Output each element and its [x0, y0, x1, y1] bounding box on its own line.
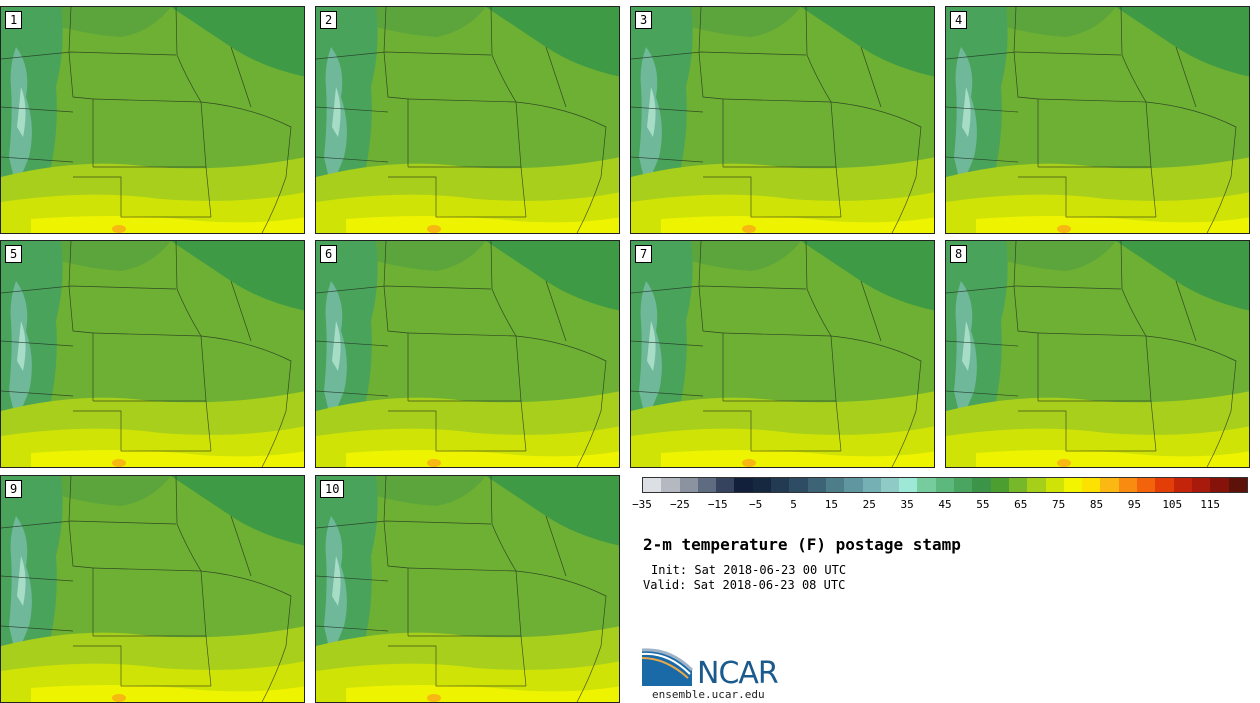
colorbar-swatch — [1191, 478, 1211, 492]
member-label: 4 — [950, 11, 968, 29]
member-label: 8 — [950, 245, 968, 263]
colorbar-tick-label: 75 — [1052, 498, 1066, 511]
member-label: 1 — [5, 11, 23, 29]
member-label: 10 — [320, 480, 345, 498]
valid-time: Valid: Sat 2018-06-23 08 UTC — [643, 578, 846, 592]
colorbar-tick-label: 65 — [1014, 498, 1028, 511]
colorbar-tick-labels: −35 −25 −15 −5 5 15 25 35 45 55 65 75 85 95 105 115 — [632, 498, 1248, 514]
colorbar-swatch — [716, 478, 735, 492]
colorbar-swatch — [880, 478, 900, 492]
colorbar-swatch — [789, 478, 808, 492]
postage-stamp-panel: 10 — [315, 475, 620, 703]
postage-stamp-panel: 2 — [315, 6, 620, 234]
colorbar-tick-label: 5 — [790, 498, 797, 511]
colorbar-swatch — [1063, 478, 1083, 492]
postage-stamp-panel: 8 — [945, 240, 1250, 468]
colorbar-swatch — [752, 478, 772, 492]
colorbar-swatch — [825, 478, 845, 492]
colorbar-swatch — [1027, 478, 1046, 492]
postage-stamp-panel: 6 — [315, 240, 620, 468]
colorbar-swatch — [1045, 478, 1064, 492]
temperature-map — [1, 241, 304, 467]
member-label: 7 — [635, 245, 653, 263]
colorbar-swatch — [679, 478, 698, 492]
colorbar-swatch — [807, 478, 826, 492]
colorbar-swatch — [1118, 478, 1138, 492]
temperature-map — [1, 7, 304, 233]
colorbar-tick-label: 15 — [824, 498, 838, 511]
member-label: 6 — [320, 245, 338, 263]
colorbar-swatch — [862, 478, 881, 492]
colorbar-tick-label: −35 — [632, 498, 652, 511]
colorbar-tick-label: −5 — [749, 498, 763, 511]
temperature-map — [316, 7, 619, 233]
colorbar-swatch — [1210, 478, 1229, 492]
ncar-logo-icon — [642, 648, 694, 686]
colorbar-swatch — [954, 478, 973, 492]
temperature-map — [316, 476, 619, 702]
colorbar-tick-label: 35 — [900, 498, 914, 511]
member-label: 2 — [320, 11, 338, 29]
postage-stamp-panel: 3 — [630, 6, 935, 234]
postage-stamp-panel: 9 — [0, 475, 305, 703]
member-label: 9 — [5, 480, 23, 498]
temperature-map — [316, 241, 619, 467]
colorbar-swatch — [771, 478, 790, 492]
temperature-colorbar — [642, 477, 1248, 493]
colorbar-swatch — [643, 478, 662, 492]
colorbar-swatch — [990, 478, 1009, 492]
colorbar-tick-label: 95 — [1127, 498, 1141, 511]
colorbar-swatch — [1173, 478, 1192, 492]
temperature-map — [946, 7, 1249, 233]
init-time: Init: Sat 2018-06-23 00 UTC — [651, 563, 847, 577]
colorbar-swatch — [1137, 478, 1156, 492]
colorbar-swatch — [1082, 478, 1101, 492]
temperature-map — [946, 241, 1249, 467]
postage-stamp-panel: 5 — [0, 240, 305, 468]
colorbar-tick-label: 55 — [976, 498, 990, 511]
colorbar-tick-label: 25 — [862, 498, 876, 511]
colorbar-swatch — [1100, 478, 1119, 492]
colorbar-swatch — [917, 478, 936, 492]
temperature-map — [1, 476, 304, 702]
colorbar-tick-label: 85 — [1089, 498, 1104, 511]
colorbar-tick-label: −15 — [707, 498, 728, 511]
colorbar-swatch — [1155, 478, 1174, 492]
colorbar-swatch — [899, 478, 918, 492]
colorbar-tick-label: 105 — [1162, 498, 1183, 511]
temperature-map — [631, 241, 934, 467]
member-label: 3 — [635, 11, 653, 29]
colorbar-swatch — [697, 478, 717, 492]
postage-stamp-panel: 1 — [0, 6, 305, 234]
ncar-logo-text: NCAR — [697, 656, 779, 691]
temperature-map — [631, 7, 934, 233]
colorbar-tick-label: 45 — [938, 498, 952, 511]
logo-website: ensemble.ucar.edu — [652, 688, 765, 701]
postage-stamp-panel: 4 — [945, 6, 1250, 234]
colorbar-tick-label: 115 — [1200, 498, 1221, 511]
colorbar-swatch — [734, 478, 753, 492]
colorbar-swatch — [972, 478, 991, 492]
member-label: 5 — [5, 245, 23, 263]
colorbar-swatch — [844, 478, 863, 492]
plot-title: 2-m temperature (F) postage stamp — [643, 535, 961, 554]
colorbar-swatch — [935, 478, 955, 492]
colorbar-tick-label: −25 — [669, 498, 690, 511]
postage-stamp-panel: 7 — [630, 240, 935, 468]
colorbar-swatch — [1228, 478, 1247, 492]
colorbar-swatch — [661, 478, 680, 492]
colorbar-swatch — [1008, 478, 1028, 492]
